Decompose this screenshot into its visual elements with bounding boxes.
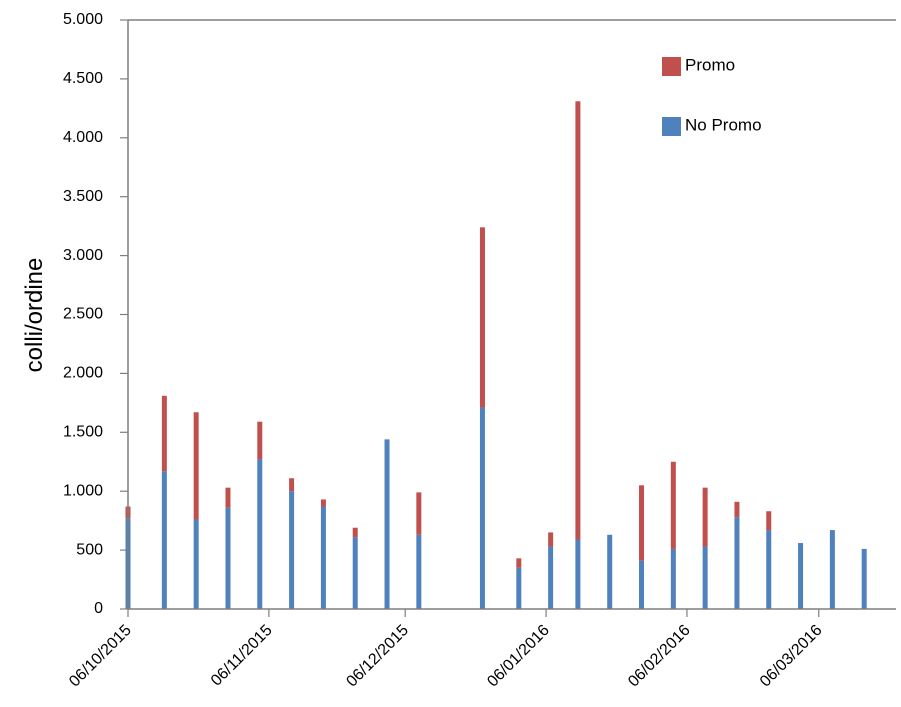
bar-no-promo — [479, 407, 485, 609]
bar-no-promo — [257, 459, 263, 609]
bar-no-promo — [193, 519, 199, 609]
bar-no-promo — [861, 548, 867, 609]
bar-promo — [670, 461, 676, 549]
bar-promo — [639, 485, 645, 561]
bar-no-promo — [289, 491, 295, 609]
y-tick-label: 2.000 — [63, 365, 103, 382]
y-axis-ticks: 0 500 1.000 1.500 2.000 2.500 3.000 3.500 4.000 4… — [63, 11, 128, 617]
bar-promo — [161, 395, 167, 472]
y-tick-label: 500 — [76, 541, 103, 558]
x-axis-ticks: 06/10/2015 06/11/2015 06/12/2015 06/01/2016… — [66, 609, 826, 691]
x-tick-label: 06/10/2015 — [66, 622, 135, 691]
legend-label-promo: Promo — [685, 55, 735, 74]
bar-promo — [734, 501, 740, 518]
x-tick-label: 06/11/2015 — [208, 622, 276, 690]
bar-promo — [548, 532, 554, 547]
y-tick-label: 1.000 — [63, 482, 103, 499]
y-tick-label: 5.000 — [63, 11, 103, 28]
x-tick-label: 06/02/2016 — [625, 622, 694, 691]
legend-swatch-no-promo — [662, 117, 681, 136]
bar-no-promo — [702, 546, 708, 609]
y-tick-label: 3.000 — [63, 247, 103, 264]
bar-no-promo — [575, 539, 581, 609]
legend: Promo No Promo — [662, 55, 762, 136]
bar-no-promo — [548, 546, 554, 609]
axes — [127, 19, 896, 610]
bar-no-promo — [670, 548, 676, 609]
bar-promo — [575, 101, 581, 540]
y-tick-label: 4.000 — [63, 129, 103, 146]
x-tick-label: 06/03/2016 — [757, 622, 826, 691]
bar-no-promo — [766, 530, 772, 609]
y-tick-label: 4.500 — [63, 70, 103, 87]
bar-no-promo — [384, 439, 390, 609]
bar-no-promo — [607, 534, 613, 609]
bar-promo — [479, 227, 485, 408]
y-tick-label: 3.500 — [63, 188, 103, 205]
bar-promo — [766, 511, 772, 531]
y-tick-label: 1.500 — [63, 424, 103, 441]
bar-promo — [257, 421, 263, 460]
bars — [125, 101, 867, 609]
y-tick-label: 0 — [94, 600, 103, 617]
bar-promo — [320, 499, 326, 507]
bar-no-promo — [829, 530, 835, 609]
bar-promo — [416, 492, 422, 535]
legend-swatch-promo — [662, 57, 681, 76]
bar-no-promo — [225, 507, 231, 609]
y-tick-label: 2.500 — [63, 306, 103, 323]
bar-promo — [193, 412, 199, 520]
bar-no-promo — [516, 567, 522, 609]
bar-promo — [289, 478, 295, 492]
bar-no-promo — [352, 537, 358, 609]
bar-no-promo — [416, 534, 422, 609]
x-tick-label: 06/01/2016 — [484, 622, 553, 691]
bar-promo — [702, 487, 708, 547]
x-tick-label: 06/12/2015 — [343, 622, 412, 691]
bar-no-promo — [161, 471, 167, 609]
bar-no-promo — [798, 543, 804, 609]
bar-no-promo — [320, 506, 326, 609]
bar-no-promo — [734, 517, 740, 609]
bar-promo — [352, 527, 358, 538]
bar-promo — [516, 558, 522, 568]
bar-promo — [225, 487, 231, 508]
bar-no-promo — [639, 560, 645, 609]
legend-label-no-promo: No Promo — [685, 115, 762, 134]
y-axis-label: colli/ordine — [21, 258, 48, 373]
